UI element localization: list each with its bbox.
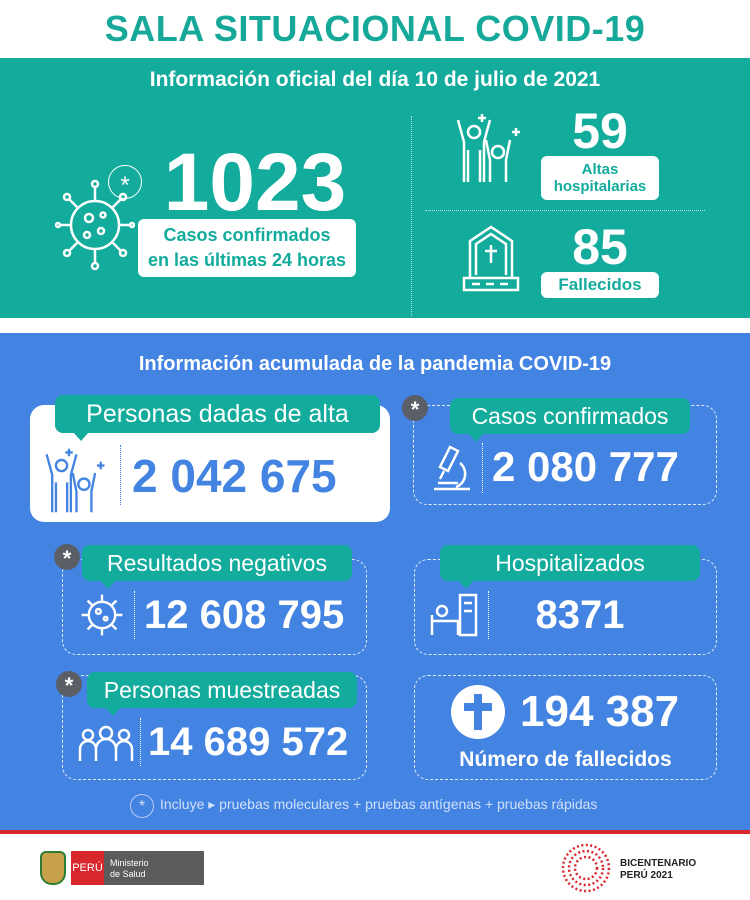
deaths-label: Número de fallecidos xyxy=(459,748,672,771)
daily-deaths-value: 85 xyxy=(572,219,628,275)
divider xyxy=(120,445,121,505)
divider xyxy=(482,443,483,493)
negative-value: 12 608 795 xyxy=(144,593,345,637)
sampled-label: Personas muestreadas xyxy=(87,672,357,716)
microscope-icon xyxy=(434,445,470,491)
daily-cases-value: 1023 xyxy=(163,137,347,228)
bicentenario-line-2: PERÚ 2021 xyxy=(620,870,673,881)
discharges-label-line-2: hospitalarias xyxy=(553,178,647,195)
deaths-value: 194 387 xyxy=(520,687,680,736)
cases-label-line-1: Casos confirmados xyxy=(163,225,331,245)
cross-icon xyxy=(451,685,505,739)
daily-discharges-value: 59 xyxy=(572,103,628,159)
bicentenario-line-1: BICENTENARIO xyxy=(620,858,697,869)
bicentenario-logo xyxy=(561,843,611,893)
horizontal-divider xyxy=(425,210,705,211)
divider xyxy=(488,591,489,639)
cumulative-section: Información acumulada de la pandemia COV… xyxy=(0,333,750,830)
sampled-value: 14 689 572 xyxy=(148,720,349,764)
virus-icon xyxy=(81,594,123,636)
virus-icon xyxy=(55,179,135,271)
bicentenario-text: BICENTENARIO PERÚ 2021 xyxy=(620,858,696,882)
daily-deaths-label: Fallecidos xyxy=(541,272,659,298)
daily-cases-label: Casos confirmados en las últimas 24 hora… xyxy=(138,219,356,277)
negative-label: Resultados negativos xyxy=(82,545,352,589)
asterisk-badge: * xyxy=(56,671,82,698)
vertical-divider xyxy=(411,116,412,316)
ministry-line-2: de Salud xyxy=(110,869,146,879)
divider xyxy=(140,718,141,766)
daily-heading: Información oficial del día 10 de julio … xyxy=(149,68,601,91)
hospital-bed-icon xyxy=(430,593,478,637)
discharged-label: Personas dadas de alta xyxy=(55,395,380,441)
page-title: SALA SITUACIONAL COVID-19 xyxy=(104,8,646,49)
cases-label-line-2: en las últimas 24 horas xyxy=(147,250,347,270)
daily-section: Información oficial del día 10 de julio … xyxy=(0,58,750,318)
ministry-logo: Ministerio de Salud xyxy=(104,851,204,885)
asterisk-icon: * xyxy=(130,794,154,818)
coat-of-arms-logo xyxy=(40,851,66,885)
footnote: Incluye ▸ pruebas moleculares + pruebas … xyxy=(160,796,598,812)
daily-discharges-label: Altas hospitalarias xyxy=(541,156,659,200)
ministry-line-1: Ministerio xyxy=(110,858,149,868)
divider xyxy=(134,591,135,639)
discharges-label-line-1: Altas xyxy=(581,161,619,178)
discharged-value: 2 042 675 xyxy=(132,450,337,502)
tombstone-icon xyxy=(462,225,520,292)
red-divider xyxy=(0,830,750,834)
confirmed-value: 2 080 777 xyxy=(492,443,679,490)
hospitalized-label: Hospitalizados xyxy=(440,545,700,589)
people-group-icon xyxy=(78,725,134,761)
celebrating-people-icon xyxy=(456,114,520,182)
cumulative-heading: Información acumulada de la pandemia COV… xyxy=(138,353,612,375)
peru-logo: PERÚ xyxy=(71,851,104,885)
asterisk-badge: * xyxy=(402,395,428,422)
asterisk-badge: * xyxy=(54,544,80,571)
hospitalized-value: 8371 xyxy=(535,593,625,637)
celebrating-people-icon xyxy=(45,448,105,513)
confirmed-label: Casos confirmados xyxy=(450,398,690,442)
deaths-card xyxy=(414,675,717,780)
